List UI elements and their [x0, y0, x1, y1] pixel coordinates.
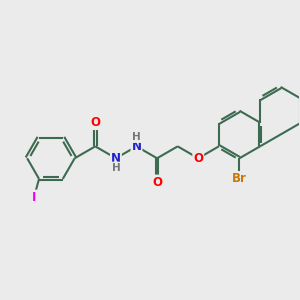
Text: N: N: [131, 140, 142, 153]
Text: I: I: [32, 190, 36, 203]
Text: Br: Br: [232, 172, 247, 185]
Text: H: H: [132, 132, 141, 142]
Text: O: O: [193, 152, 203, 165]
Text: O: O: [152, 176, 162, 188]
Text: H: H: [112, 163, 120, 172]
Text: O: O: [90, 116, 100, 129]
Text: N: N: [111, 152, 121, 165]
